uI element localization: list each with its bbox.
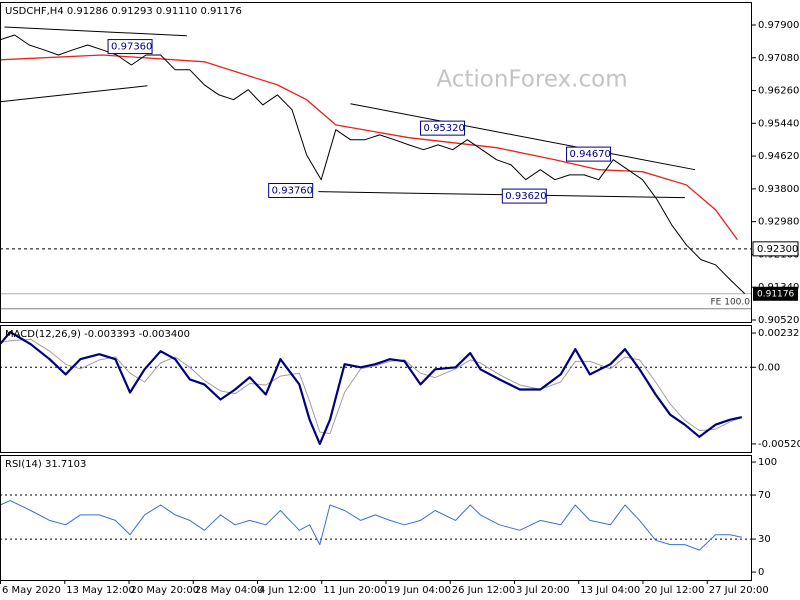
y-tick-label: 0.93800 <box>758 184 799 195</box>
annotation-box <box>566 146 612 162</box>
annotation-label: 0.95320 <box>424 123 465 134</box>
panel <box>0 494 752 551</box>
trendline <box>4 26 187 37</box>
annotation-label: 0.94670 <box>570 149 611 160</box>
annotation-label: 0.97360 <box>111 42 152 53</box>
panel: ActionForex.com FE 100.0 <box>0 26 752 310</box>
annotation-box <box>501 188 547 204</box>
y-tick-label: 0.97900 <box>758 20 799 31</box>
x-tick-label: 13 Jul 04:00 <box>580 585 640 596</box>
x-tick-label: 13 May 12:00 <box>66 585 135 596</box>
last-price-label: 0.91176 <box>757 289 794 299</box>
annotation-label: 0.93620 <box>505 191 546 202</box>
y-tick-label: 0.002325 <box>758 328 800 339</box>
panel-frame <box>0 325 752 453</box>
y-tick-label: 0.92980 <box>758 217 799 228</box>
level-box <box>752 241 799 257</box>
x-tick-label: 20 Jul 12:00 <box>644 585 704 596</box>
series-line <box>0 34 746 294</box>
level-label: 0.92300 <box>757 244 798 255</box>
panel-title: MACD(12,26,9) -0.003393 -0.003400 <box>5 329 190 340</box>
y-tick-label: 70 <box>758 490 771 501</box>
annotation-box <box>107 39 153 55</box>
last-price-box <box>753 286 798 301</box>
y-tick-label: 0.96260 <box>758 86 799 97</box>
y-tick-label: 0.94620 <box>758 151 799 162</box>
panel-title: RSI(14) 31.7103 <box>5 459 86 470</box>
y-tick-label: -0.005201 <box>758 439 800 450</box>
annotation-box <box>420 120 466 136</box>
y-tick-label: 30 <box>758 534 771 545</box>
series-line <box>0 338 742 435</box>
y-tick-label: 0.95440 <box>758 118 799 129</box>
x-tick-label: 4 Jun 12:00 <box>259 585 316 596</box>
y-tick-label: 0.90520 <box>758 315 799 326</box>
trendline <box>0 85 148 103</box>
annotation-box <box>268 182 314 198</box>
x-tick-label: 3 Jul 20:00 <box>516 585 570 596</box>
x-tick-label: 20 May 20:00 <box>130 585 199 596</box>
fe-label: FE 100.0 <box>711 297 751 307</box>
y-tick-label: 0 <box>758 567 764 578</box>
series-line <box>0 331 743 445</box>
moving-average <box>0 54 738 241</box>
y-tick-label: 0.00 <box>758 362 780 373</box>
x-tick-label: 19 Jun 04:00 <box>387 585 451 596</box>
panel-frame <box>0 455 752 581</box>
watermark: ActionForex.com <box>436 67 627 93</box>
trendline <box>318 191 685 199</box>
panel-frame <box>0 2 752 323</box>
panel-title: USDCHF,H4 0.91286 0.91293 0.91110 0.9117… <box>5 6 242 17</box>
x-tick-label: 27 Jul 20:00 <box>709 585 769 596</box>
x-tick-label: 11 Jun 20:00 <box>323 585 387 596</box>
x-tick-label: 6 May 2020 <box>2 585 61 596</box>
trendline <box>350 103 696 171</box>
y-tick-label: 0.97080 <box>758 53 799 64</box>
panel <box>0 331 752 445</box>
annotation-label: 0.93760 <box>272 185 313 196</box>
y-tick-label: 100 <box>758 457 777 468</box>
x-tick-label: 26 Jun 12:00 <box>452 585 516 596</box>
series-line <box>0 500 742 551</box>
x-tick-label: 28 May 04:00 <box>195 585 264 596</box>
